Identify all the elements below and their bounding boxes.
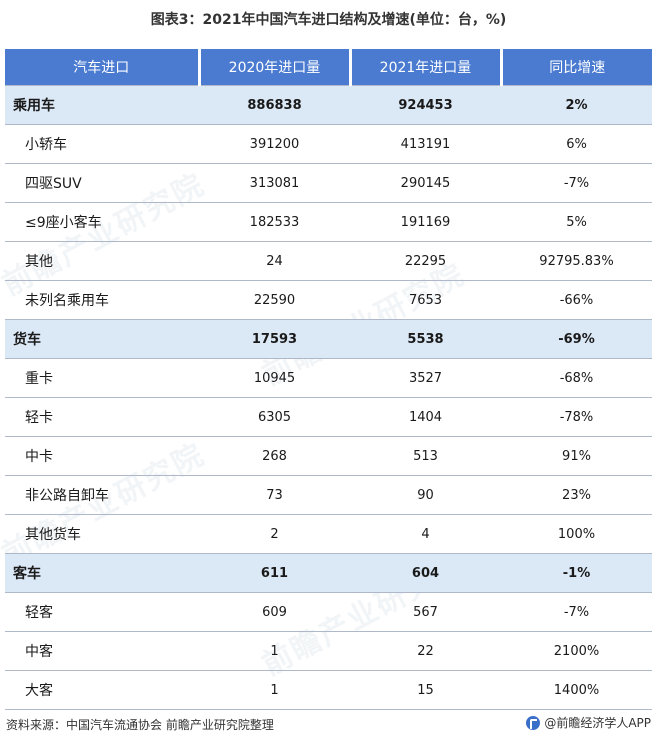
cell-growth: -1% (501, 553, 652, 593)
cell-2021: 290145 (350, 163, 501, 203)
brand-logo-icon (526, 715, 541, 730)
cell-category: 未列名乘用车 (5, 280, 199, 320)
cell-2021: 15 (350, 670, 501, 710)
cell-2021: 413191 (350, 124, 501, 164)
cell-2020: 1 (199, 670, 350, 710)
cell-2020: 24 (199, 241, 350, 281)
cell-growth: 23% (501, 475, 652, 515)
cell-growth: -69% (501, 319, 652, 359)
cell-category: 客车 (5, 553, 199, 593)
cell-2021: 7653 (350, 280, 501, 320)
table-row: 中卡 268 513 91% (5, 436, 652, 476)
table-row: 轻客 609 567 -7% (5, 592, 652, 632)
cell-2021: 191169 (350, 202, 501, 242)
cell-category: 其他 (5, 241, 199, 281)
table-row: 非公路自卸车 73 90 23% (5, 475, 652, 515)
cell-growth: 100% (501, 514, 652, 554)
cell-2021: 513 (350, 436, 501, 476)
cell-growth: -68% (501, 358, 652, 398)
column-header-category: 汽车进口 (5, 49, 201, 86)
cell-2021: 1404 (350, 397, 501, 437)
column-header-2020: 2020年进口量 (199, 49, 352, 86)
group-row: 乘用车 886838 924453 2% (5, 85, 652, 125)
cell-2020: 886838 (199, 85, 350, 125)
table-row: ≤9座小客车 182533 191169 5% (5, 202, 652, 242)
brand-text: @前瞻经济学人APP (544, 716, 651, 730)
cell-growth: 92795.83% (501, 241, 652, 281)
group-row: 货车 17593 5538 -69% (5, 319, 652, 359)
group-row: 客车 611 604 -1% (5, 553, 652, 593)
cell-2021: 924453 (350, 85, 501, 125)
cell-growth: 6% (501, 124, 652, 164)
cell-category: 非公路自卸车 (5, 475, 199, 515)
table-row: 中客 1 22 2100% (5, 631, 652, 671)
cell-2020: 22590 (199, 280, 350, 320)
cell-growth: 5% (501, 202, 652, 242)
cell-2020: 6305 (199, 397, 350, 437)
cell-growth: -7% (501, 592, 652, 632)
cell-category: 大客 (5, 670, 199, 710)
source-note: 资料来源：中国汽车流通协会 前瞻产业研究院整理 (6, 718, 274, 732)
cell-2020: 609 (199, 592, 350, 632)
cell-category: 中卡 (5, 436, 199, 476)
table-row: 四驱SUV 313081 290145 -7% (5, 163, 652, 203)
cell-2020: 73 (199, 475, 350, 515)
cell-2021: 3527 (350, 358, 501, 398)
table-row: 未列名乘用车 22590 7653 -66% (5, 280, 652, 320)
cell-category: 货车 (5, 319, 199, 359)
cell-category: 重卡 (5, 358, 199, 398)
table-body: 乘用车 886838 924453 2% 小轿车 391200 413191 6% 四驱SUV 3… (5, 85, 652, 710)
cell-2020: 1 (199, 631, 350, 671)
cell-category: 其他货车 (5, 514, 199, 554)
cell-category: 小轿车 (5, 124, 199, 164)
cell-2020: 182533 (199, 202, 350, 242)
cell-2021: 5538 (350, 319, 501, 359)
table-row: 轻卡 6305 1404 -78% (5, 397, 652, 437)
column-header-growth: 同比增速 (501, 49, 652, 86)
cell-growth: -7% (501, 163, 652, 203)
cell-2021: 604 (350, 553, 501, 593)
cell-growth: -78% (501, 397, 652, 437)
cell-2021: 567 (350, 592, 501, 632)
cell-2020: 10945 (199, 358, 350, 398)
cell-2020: 17593 (199, 319, 350, 359)
column-header-2021: 2021年进口量 (350, 49, 503, 86)
cell-category: 轻卡 (5, 397, 199, 437)
cell-growth: -66% (501, 280, 652, 320)
table-row: 大客 1 15 1400% (5, 670, 652, 710)
cell-2020: 268 (199, 436, 350, 476)
cell-2020: 391200 (199, 124, 350, 164)
table-row: 小轿车 391200 413191 6% (5, 124, 652, 164)
cell-2021: 90 (350, 475, 501, 515)
cell-growth: 2100% (501, 631, 652, 671)
cell-category: 轻客 (5, 592, 199, 632)
figure-title: 图表3：2021年中国汽车进口结构及增速(单位：台，%) (150, 12, 507, 28)
cell-2020: 2 (199, 514, 350, 554)
cell-category: 中客 (5, 631, 199, 671)
cell-2020: 611 (199, 553, 350, 593)
brand-credit: @前瞻经济学人APP (526, 714, 651, 731)
cell-growth: 91% (501, 436, 652, 476)
import-structure-table: 汽车进口 2020年进口量 2021年进口量 同比增速 乘用车 886838 924… (5, 49, 652, 710)
table-row: 其他 24 22295 92795.83% (5, 241, 652, 281)
cell-category: 四驱SUV (5, 163, 199, 203)
table-row: 其他货车 2 4 100% (5, 514, 652, 554)
cell-category: ≤9座小客车 (5, 202, 199, 242)
table-header-row: 汽车进口 2020年进口量 2021年进口量 同比增速 (5, 49, 652, 86)
cell-2021: 22295 (350, 241, 501, 281)
cell-category: 乘用车 (5, 85, 199, 125)
cell-growth: 2% (501, 85, 652, 125)
cell-2021: 4 (350, 514, 501, 554)
cell-growth: 1400% (501, 670, 652, 710)
cell-2020: 313081 (199, 163, 350, 203)
cell-2021: 22 (350, 631, 501, 671)
table-row: 重卡 10945 3527 -68% (5, 358, 652, 398)
